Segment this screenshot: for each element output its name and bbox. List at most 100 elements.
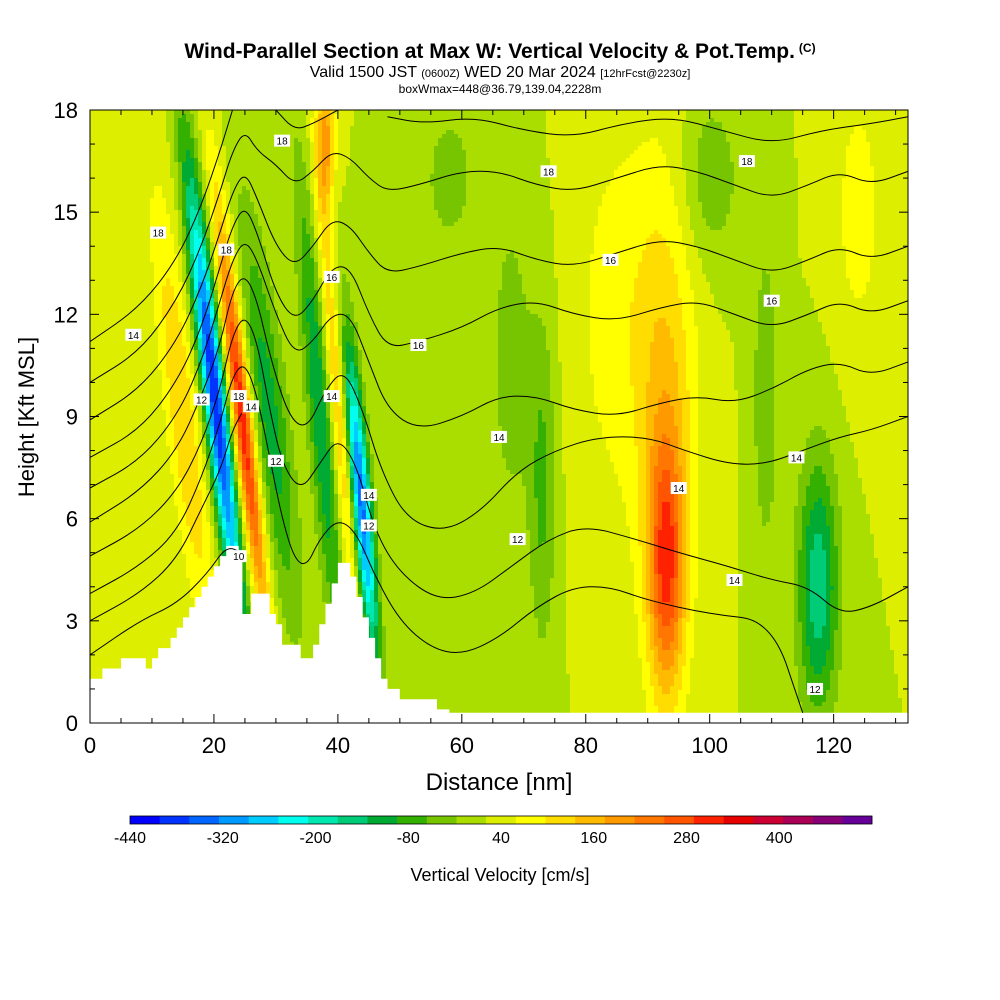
heatmap-cell <box>174 130 179 135</box>
heatmap-cell <box>118 638 123 643</box>
heatmap-cell <box>90 374 95 379</box>
heatmap-cell <box>214 498 219 503</box>
heatmap-cell <box>130 202 135 207</box>
heatmap-cell <box>218 218 223 223</box>
heatmap-cell <box>122 174 127 179</box>
heatmap-cell <box>126 514 131 519</box>
heatmap-cell <box>146 634 151 639</box>
heatmap-cell <box>178 398 183 403</box>
heatmap-cell <box>110 494 115 499</box>
heatmap-cell <box>214 326 219 331</box>
heatmap-cell <box>150 494 155 499</box>
heatmap-cell <box>106 214 111 219</box>
heatmap-cell <box>158 210 163 215</box>
heatmap-cell <box>190 574 195 579</box>
heatmap-cell <box>154 594 159 599</box>
heatmap-cell <box>214 358 219 363</box>
heatmap-cell <box>94 178 99 183</box>
heatmap-cell <box>206 530 211 535</box>
heatmap-cell <box>182 174 187 179</box>
heatmap-cell <box>122 626 127 631</box>
heatmap-cell <box>154 458 159 463</box>
heatmap-cell <box>170 170 175 175</box>
heatmap-cell <box>98 618 103 623</box>
heatmap-cell <box>126 130 131 135</box>
heatmap-cell <box>166 150 171 155</box>
heatmap-cell <box>154 566 159 571</box>
heatmap-cell <box>166 302 171 307</box>
heatmap-cell <box>106 622 111 627</box>
heatmap-cell <box>158 522 163 527</box>
heatmap-cell <box>174 518 179 523</box>
heatmap-cell <box>206 370 211 375</box>
heatmap-cell <box>182 110 187 115</box>
heatmap-cell <box>154 542 159 547</box>
heatmap-cell <box>126 322 131 327</box>
heatmap-cell <box>190 542 195 547</box>
heatmap-cell <box>202 430 207 435</box>
heatmap-cell <box>194 138 199 143</box>
heatmap-cell <box>114 654 119 659</box>
heatmap-cell <box>126 150 131 155</box>
heatmap-cell <box>138 258 143 263</box>
heatmap-cell <box>174 306 179 311</box>
heatmap-cell <box>118 658 123 663</box>
heatmap-cell <box>198 250 203 255</box>
heatmap-cell <box>150 354 155 359</box>
heatmap-cell <box>190 342 195 347</box>
heatmap-cell <box>162 642 167 647</box>
heatmap-cell <box>98 486 103 491</box>
heatmap-cell <box>162 510 167 515</box>
heatmap-cell <box>122 414 127 419</box>
heatmap-cell <box>102 278 107 283</box>
heatmap-cell <box>206 406 211 411</box>
heatmap-cell <box>142 566 147 571</box>
heatmap-cell <box>94 362 99 367</box>
heatmap-cell <box>174 390 179 395</box>
heatmap-cell <box>170 334 175 339</box>
heatmap-cell <box>110 450 115 455</box>
heatmap-cell <box>150 214 155 219</box>
heatmap-cell <box>146 350 151 355</box>
heatmap-cell <box>150 434 155 439</box>
heatmap-cell <box>170 630 175 635</box>
heatmap-cell <box>146 362 151 367</box>
heatmap-cell <box>190 166 195 171</box>
heatmap-cell <box>158 586 163 591</box>
heatmap-cell <box>174 274 179 279</box>
heatmap-cell <box>186 350 191 355</box>
heatmap-cell <box>202 534 207 539</box>
heatmap-cell <box>190 366 195 371</box>
heatmap-cell <box>174 362 179 367</box>
heatmap-cell <box>162 178 167 183</box>
heatmap-cell <box>142 438 147 443</box>
heatmap-cell <box>106 598 111 603</box>
heatmap-cell <box>150 546 155 551</box>
heatmap-cell <box>94 162 99 167</box>
heatmap-cell <box>134 422 139 427</box>
heatmap-cell <box>178 118 183 123</box>
heatmap-cell <box>186 326 191 331</box>
heatmap-cell <box>94 622 99 627</box>
heatmap-cell <box>150 290 155 295</box>
heatmap-cell <box>202 274 207 279</box>
heatmap-cell <box>138 246 143 251</box>
heatmap-cell <box>126 562 131 567</box>
heatmap-cell <box>158 374 163 379</box>
heatmap-cell <box>186 146 191 151</box>
heatmap-cell <box>114 138 119 143</box>
heatmap-cell <box>90 542 95 547</box>
heatmap-cell <box>206 414 211 419</box>
heatmap-cell <box>182 286 187 291</box>
heatmap-cell <box>154 622 159 627</box>
heatmap-cell <box>206 470 211 475</box>
heatmap-cell <box>110 282 115 287</box>
heatmap-cell <box>214 550 219 555</box>
heatmap-cell <box>166 206 171 211</box>
heatmap-cell <box>158 350 163 355</box>
heatmap-cell <box>102 222 107 227</box>
heatmap-cell <box>142 534 147 539</box>
heatmap-cell <box>218 110 223 115</box>
heatmap-cell <box>186 302 191 307</box>
heatmap-cell <box>90 586 95 591</box>
